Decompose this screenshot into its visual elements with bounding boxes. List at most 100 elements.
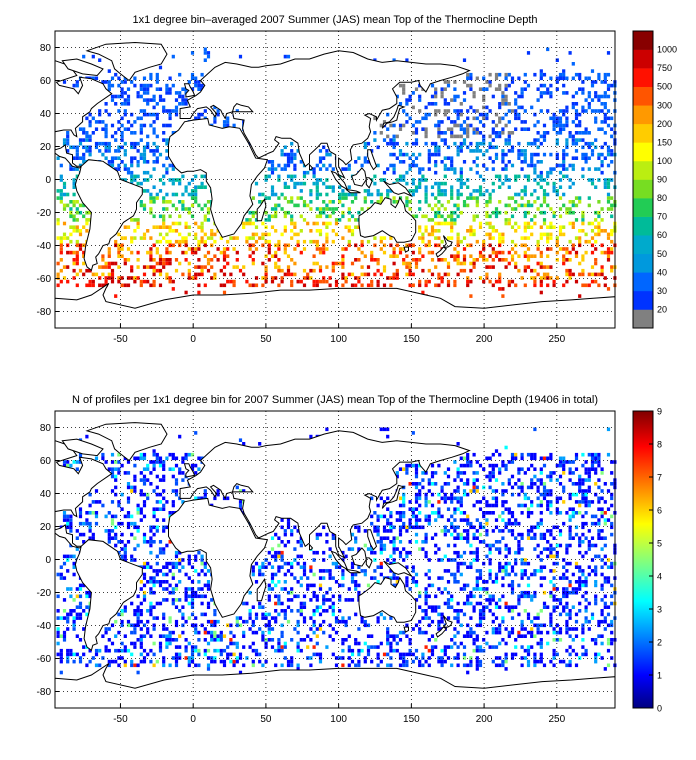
data-cell <box>600 229 604 233</box>
data-cell <box>610 83 614 88</box>
data-cell <box>411 181 415 186</box>
data-cell <box>526 507 531 511</box>
data-cell <box>398 496 403 501</box>
data-cell <box>456 550 460 555</box>
data-cell <box>75 243 79 248</box>
data-cell <box>440 612 444 617</box>
data-cell <box>530 594 534 599</box>
data-cell <box>414 474 419 479</box>
data-cell <box>453 525 457 530</box>
data-cell <box>485 265 489 269</box>
data-cell <box>165 580 169 584</box>
data-cell <box>59 279 63 284</box>
data-cell <box>501 583 505 588</box>
data-cell <box>411 463 415 468</box>
data-cell <box>267 630 271 635</box>
data-cell <box>283 247 287 251</box>
data-cell <box>587 196 591 200</box>
data-cell <box>363 272 367 277</box>
data-cell <box>549 616 553 620</box>
data-cell <box>373 236 377 240</box>
data-cell <box>491 181 495 186</box>
data-cell <box>274 583 278 588</box>
data-cell <box>293 221 297 226</box>
data-cell <box>510 207 515 211</box>
data-cell <box>318 532 323 537</box>
data-cell <box>603 518 607 522</box>
data-cell <box>178 221 182 226</box>
data-cell <box>510 630 515 635</box>
data-cell <box>222 120 227 124</box>
data-cell <box>549 116 553 121</box>
data-cell <box>405 200 409 204</box>
data-cell <box>258 601 262 606</box>
data-cell <box>475 634 479 638</box>
data-cell <box>539 283 543 288</box>
data-cell <box>421 525 425 530</box>
data-cell <box>114 467 118 471</box>
data-cell <box>350 561 355 566</box>
data-cell <box>155 225 159 229</box>
data-cell <box>600 496 604 501</box>
data-cell <box>325 247 329 251</box>
data-cell <box>162 547 166 551</box>
data-cell <box>530 485 534 490</box>
data-cell <box>213 239 217 244</box>
data-cell <box>485 532 489 537</box>
data-cell <box>472 536 476 540</box>
data-cell <box>510 616 515 620</box>
data-cell <box>194 558 198 562</box>
data-cell <box>485 210 489 215</box>
data-cell <box>392 134 396 139</box>
data-cell <box>94 145 99 150</box>
colorbar-label: 100 <box>657 156 672 166</box>
data-cell <box>472 131 476 135</box>
data-cell <box>56 221 60 226</box>
data-cell <box>565 152 569 157</box>
data-cell <box>574 149 579 153</box>
data-cell <box>549 94 553 99</box>
data-cell <box>600 170 604 175</box>
data-cell <box>290 572 294 577</box>
data-cell <box>555 120 559 124</box>
data-cell <box>594 471 598 475</box>
data-cell <box>504 500 508 504</box>
data-cell <box>363 623 367 628</box>
data-cell <box>565 623 569 628</box>
data-cell <box>584 467 588 471</box>
data-cell <box>75 547 79 551</box>
data-cell <box>155 572 159 577</box>
data-cell <box>72 598 76 602</box>
data-cell <box>446 145 451 150</box>
data-cell <box>501 482 505 486</box>
data-cell <box>270 160 275 164</box>
data-cell <box>59 247 63 251</box>
data-cell <box>78 243 83 248</box>
data-cell <box>408 207 412 211</box>
data-cell <box>392 558 396 562</box>
data-cell <box>155 529 159 533</box>
data-cell <box>267 258 271 262</box>
data-cell <box>507 482 511 486</box>
data-cell <box>94 511 99 515</box>
data-cell <box>571 141 575 146</box>
data-cell <box>597 463 601 468</box>
data-cell <box>242 225 246 229</box>
data-cell <box>424 134 428 139</box>
data-cell <box>302 203 307 208</box>
data-cell <box>331 605 335 609</box>
data-cell <box>350 192 355 197</box>
data-cell <box>558 207 563 211</box>
data-cell <box>299 181 303 186</box>
data-cell <box>171 54 175 59</box>
data-cell <box>555 189 559 193</box>
data-cell <box>546 492 550 497</box>
data-cell <box>402 521 406 526</box>
data-cell <box>66 134 70 139</box>
data-cell <box>114 492 118 497</box>
data-cell <box>606 565 611 569</box>
data-cell <box>571 511 575 515</box>
data-cell <box>472 482 476 486</box>
data-cell <box>203 265 207 269</box>
data-cell <box>405 181 409 186</box>
